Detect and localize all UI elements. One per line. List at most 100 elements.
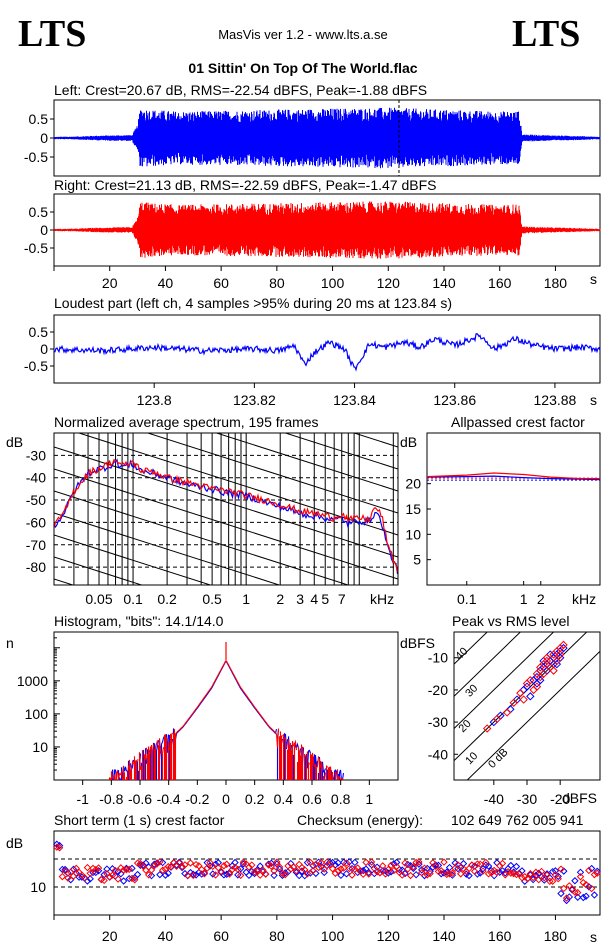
peak-vs-rms-ytick-label: -30	[428, 714, 448, 730]
short-term-right-point	[379, 862, 387, 870]
short-term-right-point	[270, 867, 278, 875]
short-term-right-point	[200, 870, 209, 878]
peak-vs-rms-right-point	[509, 698, 518, 707]
short-term-left-point	[418, 866, 426, 874]
short-term-right-point	[548, 877, 557, 885]
short-term-right-point	[398, 871, 406, 879]
left-waveform-title: Left: Crest=20.67 dB, RMS=-22.54 dBFS, P…	[54, 82, 427, 98]
short-term-right-point	[392, 862, 401, 871]
spectrum-xunit: kHz	[370, 591, 394, 607]
short-term-left-point	[164, 869, 172, 878]
peak-vs-rms-right-point	[492, 714, 502, 724]
short-term-right-point	[67, 868, 75, 876]
peak-vs-rms-right-point	[536, 672, 545, 682]
short-term-right-point	[131, 876, 139, 884]
lts-logo-left: LTS	[18, 13, 86, 55]
spectrum-xtick-label: 0.5	[202, 591, 222, 607]
short-term-right-point	[571, 888, 579, 896]
spectrum-slope-line	[77, 433, 398, 536]
short-term-left-point	[582, 892, 590, 900]
peak-vs-rms-ytick-label: -10	[428, 650, 448, 666]
short-term-left-point	[579, 893, 587, 902]
spectrum-frame	[53, 432, 399, 586]
short-term-xtick-label: 80	[269, 928, 285, 944]
peak-vs-rms-xtick-label: -30	[517, 791, 537, 807]
short-term-right-point	[454, 861, 462, 869]
spectrum-slope-line	[54, 556, 144, 585]
short-term-left-point	[337, 871, 345, 880]
short-term-right-point	[69, 872, 78, 880]
left_waveform-ytick-label: 0	[40, 130, 48, 146]
short-term-right-point	[281, 870, 289, 879]
short-term-right-point	[164, 862, 172, 871]
short-term-right-point	[345, 864, 353, 873]
short-term-right-point	[72, 864, 80, 873]
short-term-right-point	[404, 865, 412, 873]
short-term-right-point	[248, 861, 256, 869]
histogram-ytick-label: 100	[25, 706, 49, 722]
loudest-xtick-label: 123.8	[137, 392, 172, 408]
peak-vs-rms-right-point	[526, 676, 535, 685]
peak-vs-rms-right-point	[482, 724, 492, 733]
short-term-left-point	[593, 867, 601, 875]
loudest-xunit: s	[590, 392, 597, 408]
short-term-right-point	[234, 865, 242, 873]
peak-vs-rms-left-point	[559, 643, 568, 653]
short-term-left-point	[86, 875, 94, 883]
short-term-right-point	[362, 858, 370, 867]
right_waveform-xtick-label: 20	[102, 275, 118, 291]
spectrum-right-series	[54, 458, 398, 573]
spectrum-ytick-label: -60	[26, 514, 46, 530]
right-waveform-xunit: s	[590, 271, 597, 287]
allpassed-xtick-label: 2	[537, 591, 545, 607]
spectrum-ytick-label: -40	[26, 470, 46, 486]
spectrum-slope-line	[54, 490, 350, 585]
short-term-right-point	[351, 865, 359, 874]
short-term-right-point	[225, 870, 234, 878]
allpassed-frame	[426, 432, 601, 586]
short-term-left-point	[231, 858, 239, 867]
short-term-right-point	[521, 872, 529, 881]
spectrum-xtick-label: 2	[276, 591, 284, 607]
short-term-right-point	[384, 865, 392, 874]
short-term-left-point	[326, 858, 334, 867]
short-term-left-point	[234, 871, 242, 879]
short-term-right-point	[328, 865, 337, 873]
short-term-right-point	[262, 870, 270, 878]
short-term-right-point	[546, 877, 554, 886]
short-term-right-point	[267, 862, 275, 870]
short-term-right-point	[309, 867, 317, 875]
spectrum-xtick-label: 7	[338, 591, 346, 607]
short-term-left-point	[459, 859, 468, 868]
short-term-right-point	[306, 858, 314, 867]
right_waveform-xtick-label: 120	[377, 275, 401, 291]
loudest-xtick-label: 123.82	[233, 392, 276, 408]
peak-vs-rms-ytick-label: -20	[428, 682, 448, 698]
file-title: 01 Sittin' On Top Of The World.flac	[188, 60, 417, 76]
short-term-right-point	[420, 864, 429, 872]
spectrum-xtick-label: 0.2	[157, 591, 177, 607]
allpassed-ytick-label: 15	[405, 501, 421, 517]
short-term-right-point	[473, 860, 482, 868]
short-term-right-point	[320, 865, 328, 873]
short-term-right-point	[153, 860, 161, 868]
short-term-right-point	[367, 858, 376, 866]
short-term-right-point	[326, 860, 334, 869]
histogram-xtick-label: 1	[365, 791, 373, 807]
short-term-right-point	[150, 862, 158, 870]
peak-vs-rms-right-point	[552, 656, 562, 666]
peak-vs-rms-right-point	[542, 653, 552, 662]
short-term-right-point	[133, 859, 142, 867]
short-term-left-point	[92, 868, 100, 877]
short-term-right-point	[58, 872, 67, 881]
peak-vs-rms-ylabel: dBFS	[400, 635, 435, 651]
peak-vs-rms-xtick-label: -20	[550, 791, 570, 807]
short-term-left-point	[476, 869, 484, 877]
short-term-right-point	[381, 870, 390, 878]
loudest-ytick-label: 0.5	[29, 324, 49, 340]
short-term-right-point	[340, 864, 348, 872]
short-term-left-point	[342, 870, 351, 878]
short-term-ylabel: dB	[6, 835, 23, 851]
spectrum-xtick-label: 5	[321, 591, 329, 607]
